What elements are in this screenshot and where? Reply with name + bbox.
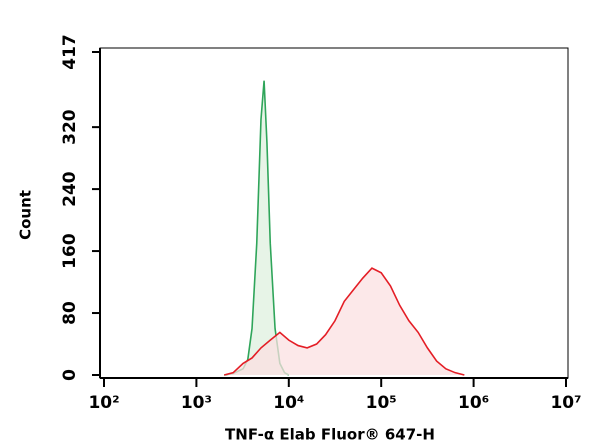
series-line <box>224 267 465 376</box>
x-tick-label: 10⁵ <box>366 393 397 413</box>
x-tick-label: 10⁴ <box>273 393 304 413</box>
y-tick-label: 240 <box>60 171 80 207</box>
x-tick-label: 10⁶ <box>458 393 489 413</box>
y-tick-label: 320 <box>60 109 80 145</box>
y-axis-title: Count <box>17 190 35 240</box>
x-tick-label: 10² <box>88 393 119 413</box>
y-tick-label: 160 <box>60 233 80 269</box>
series-area <box>224 80 289 375</box>
x-tick-label: 10⁷ <box>550 393 581 413</box>
x-axis-title: TNF-α Elab Fluor® 647-H <box>225 426 435 444</box>
y-tick-label: 0 <box>60 369 80 381</box>
y-tick-label: 417 <box>60 34 80 70</box>
y-tick-label: 80 <box>60 301 80 325</box>
x-tick-label: 10³ <box>181 393 212 413</box>
series-area <box>224 268 465 375</box>
